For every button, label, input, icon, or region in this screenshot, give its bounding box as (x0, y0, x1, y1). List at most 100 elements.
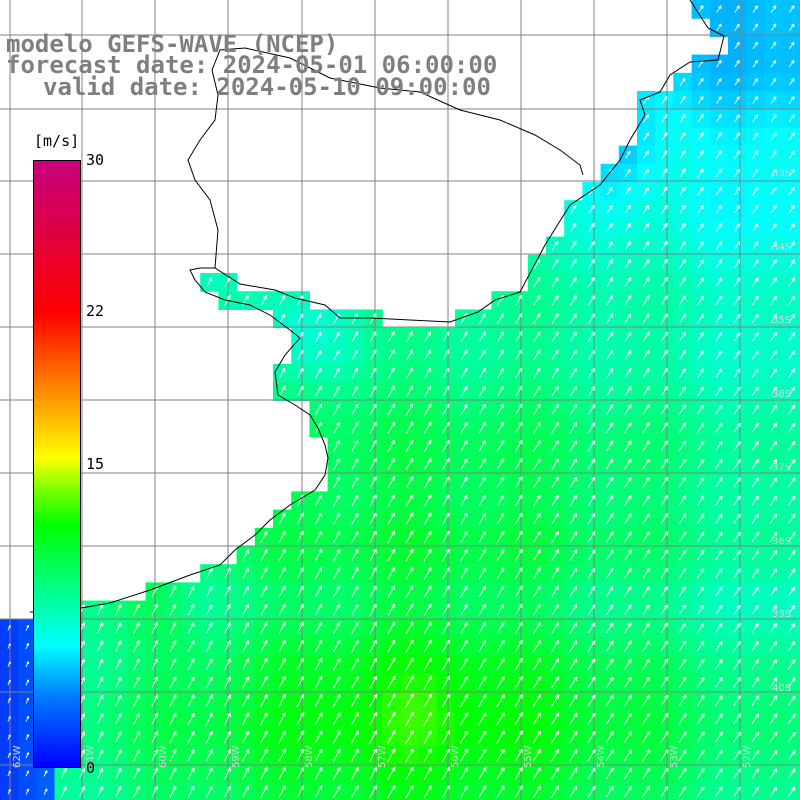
wind-arrow (751, 277, 759, 287)
colorbar (33, 160, 81, 768)
wind-arrow (588, 222, 595, 232)
wind-arrow (278, 748, 286, 762)
wind-arrow (770, 277, 777, 287)
wind-arrow (551, 512, 559, 525)
wind-arrow (405, 657, 414, 671)
wind-arrow (678, 404, 687, 415)
wind-arrow (315, 494, 323, 507)
wind-arrow (278, 585, 286, 598)
wind-arrow (533, 313, 541, 324)
wind-arrow (642, 604, 650, 615)
wind-arrow (278, 767, 286, 780)
wind-arrow (460, 530, 468, 543)
wind-arrow (460, 440, 468, 452)
wind-arrow (478, 331, 486, 342)
wind-arrow (733, 422, 741, 433)
wind-arrow (460, 675, 469, 689)
wind-arrow (406, 349, 413, 361)
wind-arrow (569, 385, 577, 397)
wind-arrow (642, 458, 650, 470)
wind-arrow (242, 730, 250, 744)
wind-arrow (697, 350, 705, 360)
valid-date: valid date: 2024-05-10 09:00:00 (43, 73, 491, 101)
wind-arrow (369, 712, 378, 726)
wind-arrow (660, 422, 669, 434)
wind-arrow (315, 331, 322, 342)
wind-arrow (406, 367, 414, 379)
wind-arrow (715, 640, 723, 652)
wind-arrow (442, 403, 450, 416)
wind-arrow (733, 749, 741, 761)
wind-arrow (387, 349, 395, 361)
wind-arrow (315, 385, 322, 397)
wind-arrow (697, 458, 705, 470)
wind-arrow (478, 549, 487, 562)
wind-arrow (169, 658, 177, 671)
wind-arrow (532, 767, 542, 780)
wind-arrow (734, 96, 740, 104)
wind-arrow (770, 331, 777, 342)
wind-arrow (260, 694, 268, 708)
wind-arrow (496, 785, 505, 798)
wind-arrow (625, 150, 631, 159)
wind-arrow (770, 350, 777, 360)
wind-arrow (515, 367, 523, 379)
wind-arrow (514, 549, 523, 562)
wind-arrow (588, 386, 596, 397)
wind-arrow (733, 386, 741, 396)
wind-arrow (496, 694, 505, 708)
wind-arrow (715, 786, 723, 797)
wind-arrow (660, 531, 669, 543)
wind-arrow (496, 476, 505, 489)
wind-arrow (532, 639, 541, 653)
colorbar-tick-0: 0 (86, 759, 96, 777)
wind-arrow (606, 331, 614, 342)
wind-arrow (678, 495, 687, 506)
wind-arrow (678, 767, 687, 780)
wind-arrow (751, 550, 759, 561)
wind-arrow (224, 640, 231, 652)
wind-arrow (423, 657, 432, 671)
wind-arrow (514, 603, 523, 616)
wind-arrow (770, 313, 777, 324)
wind-arrow (661, 168, 668, 178)
wind-arrow (242, 748, 250, 762)
wind-arrow (624, 204, 632, 214)
wind-arrow (678, 567, 687, 579)
wind-arrow (678, 440, 687, 452)
wind-arrow (78, 767, 85, 779)
wind-arrow (569, 749, 578, 762)
wind-arrow (533, 549, 541, 562)
wind-arrow (533, 621, 541, 634)
wind-arrow (624, 586, 632, 597)
wind-arrow (606, 404, 614, 415)
wind-arrow (533, 439, 541, 452)
wind-arrow (478, 767, 487, 780)
wind-arrow (460, 639, 469, 653)
wind-arrow (751, 641, 759, 652)
wind-arrow (642, 731, 651, 744)
wind-arrow (660, 731, 669, 743)
wind-arrow (769, 659, 778, 670)
wind-arrow (224, 785, 231, 798)
wind-arrow (642, 658, 651, 671)
wind-arrow (423, 494, 432, 507)
wind-arrow (624, 658, 632, 671)
wind-arrow (532, 712, 542, 726)
wind-arrow (478, 603, 487, 616)
wind-arrow (296, 567, 304, 580)
wind-arrow (133, 767, 140, 780)
wind-arrow (751, 768, 760, 779)
wind-arrow (260, 730, 268, 744)
wind-arrow (478, 530, 487, 543)
wind-arrow (533, 385, 541, 397)
wind-arrow (697, 259, 705, 269)
wind-arrow (770, 150, 777, 159)
wind-arrow (333, 385, 341, 397)
wind-arrow (697, 96, 704, 104)
wind-arrow (7, 679, 11, 686)
wind-arrow (697, 150, 704, 159)
wind-arrow (460, 331, 468, 342)
wind-arrow (43, 788, 48, 795)
wind-arrow (660, 331, 668, 342)
